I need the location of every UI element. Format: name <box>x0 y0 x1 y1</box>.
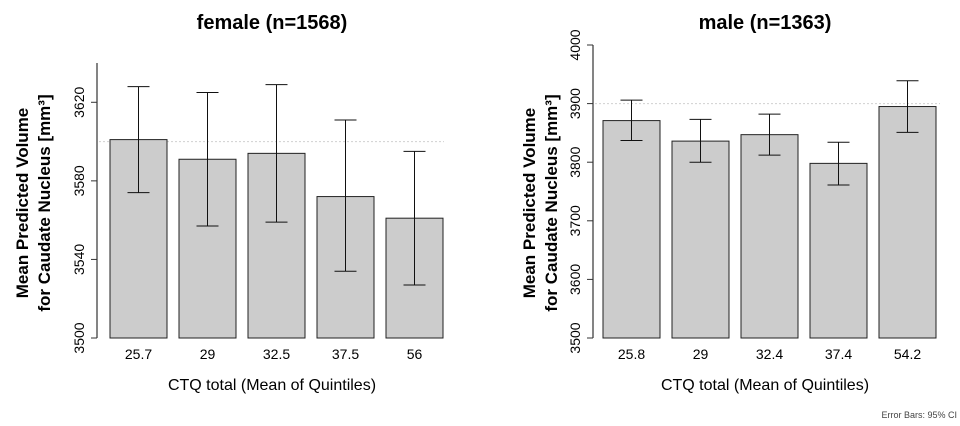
bar-3 <box>740 134 799 339</box>
x-tick-label: 54.2 <box>894 346 921 362</box>
x-tick-label: 32.5 <box>263 346 290 362</box>
error-bar-5 <box>403 150 426 286</box>
error-bars-footnote: Error Bars: 95% CI <box>881 410 957 420</box>
y-tick-label: 3540 <box>71 244 87 275</box>
bar-5 <box>878 106 937 339</box>
error-bar-2 <box>689 118 712 163</box>
error-bar-4 <box>334 119 357 272</box>
y-tick-label: 3500 <box>567 322 583 353</box>
x-tick-label: 25.7 <box>125 346 152 362</box>
x-tick-label: 32.4 <box>756 346 783 362</box>
chart-title: male (n=1363) <box>699 12 832 34</box>
chart-panel-2: male (n=1363) Mean Predicted Volume for Ca… <box>520 12 940 394</box>
y-tick-label: 3600 <box>567 264 583 295</box>
chart-panel-1: female (n=1568) Mean Predicted Volume for … <box>13 12 444 394</box>
y-tick-label: 3500 <box>71 322 87 353</box>
y-tick-label: 3580 <box>71 165 87 196</box>
x-tick-label: 56 <box>407 346 423 362</box>
x-tick-label: 37.5 <box>332 346 359 362</box>
error-bar-3 <box>758 113 781 156</box>
y-axis-label-line2: for Caudate Nucleus [mm³] <box>542 94 561 311</box>
error-bar-1 <box>620 99 643 142</box>
y-axis-label-line1: Mean Predicted Volume <box>520 108 539 299</box>
bar-1 <box>602 120 661 339</box>
x-tick-label: 37.4 <box>825 346 852 362</box>
error-bar-2 <box>196 91 219 227</box>
x-axis-label: CTQ total (Mean of Quintiles) <box>661 377 869 394</box>
error-bar-4 <box>827 141 850 186</box>
bar-4 <box>809 162 868 339</box>
x-axis-label: CTQ total (Mean of Quintiles) <box>168 377 376 394</box>
y-axis-label-line2: for Caudate Nucleus [mm³] <box>35 94 54 311</box>
y-tick-label: 3800 <box>567 146 583 177</box>
y-tick-label: 3900 <box>567 88 583 119</box>
error-bar-1 <box>127 86 150 194</box>
chart-title: female (n=1568) <box>197 12 348 34</box>
x-tick-label: 29 <box>693 346 709 362</box>
bar-2 <box>671 140 730 339</box>
y-tick-label: 4000 <box>567 29 583 60</box>
y-tick-label: 3620 <box>71 87 87 118</box>
error-bar-3 <box>265 84 288 223</box>
error-bar-5 <box>896 80 919 133</box>
x-tick-label: 25.8 <box>618 346 645 362</box>
x-tick-label: 29 <box>200 346 216 362</box>
y-axis-label-line1: Mean Predicted Volume <box>13 108 32 299</box>
y-tick-label: 3700 <box>567 205 583 236</box>
